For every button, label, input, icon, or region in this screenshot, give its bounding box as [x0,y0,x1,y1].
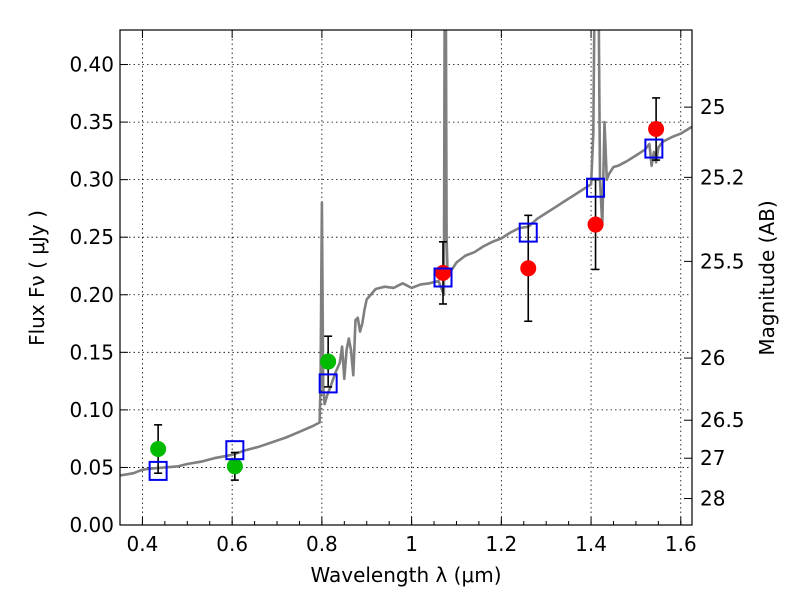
x-tick-label: 0.8 [306,532,338,556]
y-tick-label: 0.15 [69,340,114,364]
spectrum-line [120,30,692,477]
model-point [225,440,245,461]
model-point [518,222,538,243]
mag-tick-label: 27 [700,446,725,470]
x-tick-label: 1 [405,532,418,556]
mag-tick-label: 28 [700,487,725,511]
x-tick-label: 0.4 [127,532,159,556]
grid [120,30,692,526]
x-tick-label: 1.4 [575,532,607,556]
axis-ticks: 0.4 0.6 0.8 1 1.2 1.4 1.6 0.00 0.05 0.10 0.15 0.20 0… [69,30,745,556]
mag-tick-label: 26.5 [700,408,745,432]
data-point [520,260,537,277]
model-point [148,460,168,481]
data-point [150,441,167,458]
y-tick-label: 0.35 [69,110,114,134]
x-tick-label: 1.6 [665,532,697,556]
data-point [226,458,243,475]
x-tick-label: 0.6 [216,532,248,556]
data-point [320,353,337,370]
mag-tick-label: 26 [700,346,725,370]
y-tick-label: 0.05 [69,455,114,479]
y-tick-label: 0.00 [69,513,114,537]
right-axis-label: Magnitude (AB) [755,200,779,355]
data-point [435,264,452,281]
mag-tick-label: 25 [700,95,725,119]
y-tick-label: 0.25 [69,225,114,249]
error-bars [154,97,661,481]
mag-tick-label: 25.2 [700,165,745,189]
y-tick-label: 0.20 [69,283,114,307]
plot-frame [119,29,693,526]
model-point [586,177,606,198]
model-point [433,267,453,288]
model-point [644,138,664,159]
y-tick-label: 0.10 [69,398,114,422]
data-markers [148,121,665,481]
model-point [318,373,338,394]
y-axis-label: Flux Fν ( μJy ) [25,210,49,346]
y-tick-label: 0.30 [69,168,114,192]
x-axis-label: Wavelength λ (μm) [310,563,501,587]
y-tick-label: 0.40 [69,53,114,77]
data-point [648,121,665,137]
model-spectrum [120,30,692,477]
mag-tick-label: 25.5 [700,249,745,273]
x-tick-label: 1.2 [485,532,517,556]
data-point [587,216,604,233]
